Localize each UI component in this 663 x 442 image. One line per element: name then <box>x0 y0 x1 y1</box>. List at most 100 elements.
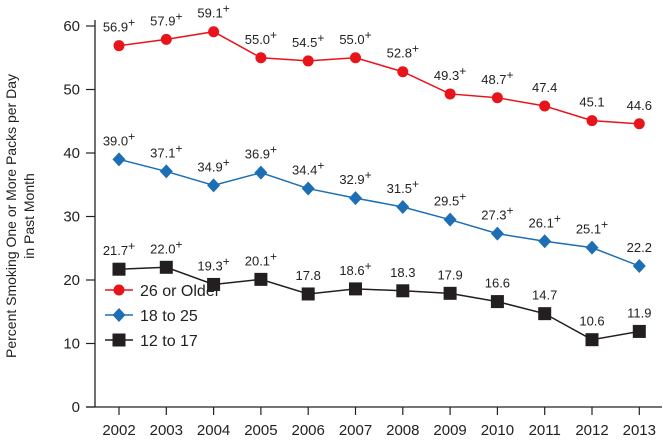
data-point <box>113 40 125 52</box>
x-tick-label: 2012 <box>575 422 608 439</box>
data-label: 44.6 <box>627 98 652 113</box>
y-axis-label-line1: Percent Smoking One or More Packs per Da… <box>3 74 19 358</box>
data-point <box>301 181 315 196</box>
legend-item: 12 to 17 <box>105 333 198 350</box>
data-label: 17.8 <box>296 268 321 283</box>
data-label: 27.3+ <box>481 204 513 223</box>
data-label: 21.7+ <box>103 239 135 258</box>
significance-marker: + <box>270 143 277 157</box>
significance-marker: + <box>270 249 277 263</box>
x-tick-label: 2009 <box>433 422 466 439</box>
data-point <box>632 324 646 338</box>
data-point <box>443 286 457 300</box>
data-label: 55.0+ <box>339 28 371 47</box>
y-tick-label: 10 <box>63 336 80 353</box>
data-point <box>539 100 551 112</box>
data-point <box>396 284 410 298</box>
series-18-to-25: 39.0+ 37.1+ 34.9+ 36.9+ 34.4+ 32.9+ 31.5+ 29.5+… <box>103 129 652 274</box>
data-point <box>538 234 552 249</box>
data-point <box>207 178 221 193</box>
data-label: 11.9 <box>627 305 651 320</box>
series-line <box>118 158 640 267</box>
data-label: 36.9+ <box>245 143 277 162</box>
significance-marker: + <box>128 239 135 253</box>
x-tick-label: 2002 <box>102 422 135 439</box>
data-point <box>254 272 268 286</box>
data-point <box>207 277 221 291</box>
data-label: 10.6 <box>579 314 604 329</box>
data-label: 20.1+ <box>245 249 277 268</box>
legend-label: 12 to 17 <box>140 333 198 350</box>
data-point <box>585 333 599 347</box>
data-point <box>254 165 268 180</box>
series-line <box>118 30 640 125</box>
y-tick-label: 0 <box>72 399 80 416</box>
data-label: 59.1+ <box>197 2 229 21</box>
x-tick-label: 2003 <box>150 422 183 439</box>
x-tick-label: 2004 <box>197 422 230 439</box>
significance-marker: + <box>601 218 608 232</box>
data-label: 22.0+ <box>150 237 182 256</box>
data-point <box>490 295 504 309</box>
data-point <box>444 88 456 100</box>
data-label: 18.6+ <box>339 259 371 278</box>
x-tick-label: 2008 <box>386 422 419 439</box>
significance-marker: + <box>365 259 372 273</box>
y-tick-label: 20 <box>63 272 80 289</box>
data-label: 54.5+ <box>292 31 324 50</box>
axes: 0 10 20 30 40 50 60 2002 2003 2004 2005 2006 2007 200… <box>63 18 662 439</box>
significance-marker: + <box>365 28 372 42</box>
significance-marker: + <box>223 155 230 169</box>
significance-marker: + <box>223 2 230 16</box>
significance-marker: + <box>507 204 514 218</box>
data-label: 25.1+ <box>576 218 608 237</box>
data-point <box>443 212 457 227</box>
significance-marker: + <box>128 129 135 143</box>
data-point <box>490 226 504 241</box>
data-label: 31.5+ <box>387 177 419 196</box>
data-point <box>633 118 645 130</box>
data-point <box>397 66 409 78</box>
x-tick-label: 2013 <box>623 422 656 439</box>
data-label: 49.3+ <box>434 64 466 83</box>
data-label: 34.9+ <box>197 155 229 174</box>
significance-marker: + <box>412 177 419 191</box>
legend-label: 18 to 25 <box>140 308 198 325</box>
y-tick-label: 40 <box>63 145 80 162</box>
data-label: 45.1 <box>579 95 604 110</box>
data-point <box>255 52 267 64</box>
x-tick-label: 2006 <box>292 422 325 439</box>
data-point <box>159 164 173 179</box>
legend: 26 or Older 18 to 25 12 to 17 <box>105 283 221 350</box>
data-label: 14.7 <box>532 288 557 303</box>
significance-marker: + <box>175 237 182 251</box>
series-group: 56.9+ 57.9+ 59.1+ 55.0+ 54.5+ 55.0+ 52.8+ 49.3+… <box>103 2 652 347</box>
data-label: 29.5+ <box>434 190 466 209</box>
data-label: 34.4+ <box>292 159 324 178</box>
data-point <box>302 55 314 67</box>
x-tick-label: 2010 <box>481 422 514 439</box>
data-point <box>586 115 598 127</box>
significance-marker: + <box>507 68 514 82</box>
legend-label: 26 or Older <box>140 283 221 300</box>
data-label: 48.7+ <box>481 68 513 87</box>
data-point <box>491 92 503 104</box>
series-26-or-older: 56.9+ 57.9+ 59.1+ 55.0+ 54.5+ 55.0+ 52.8+ 49.3+… <box>103 2 652 130</box>
data-point <box>301 287 315 301</box>
data-label: 19.3+ <box>197 254 229 273</box>
legend-marker <box>112 308 126 322</box>
data-point <box>112 262 126 276</box>
significance-marker: + <box>412 42 419 56</box>
data-point <box>396 199 410 214</box>
significance-marker: + <box>128 16 135 30</box>
data-point <box>632 259 646 274</box>
data-point <box>349 191 362 206</box>
data-label: 37.1+ <box>150 141 182 160</box>
data-label: 55.0+ <box>245 28 277 47</box>
data-label: 22.2 <box>627 240 652 255</box>
data-label: 57.9+ <box>150 9 182 28</box>
data-point <box>585 240 599 255</box>
significance-marker: + <box>223 254 230 268</box>
legend-item: 26 or Older <box>105 283 221 300</box>
